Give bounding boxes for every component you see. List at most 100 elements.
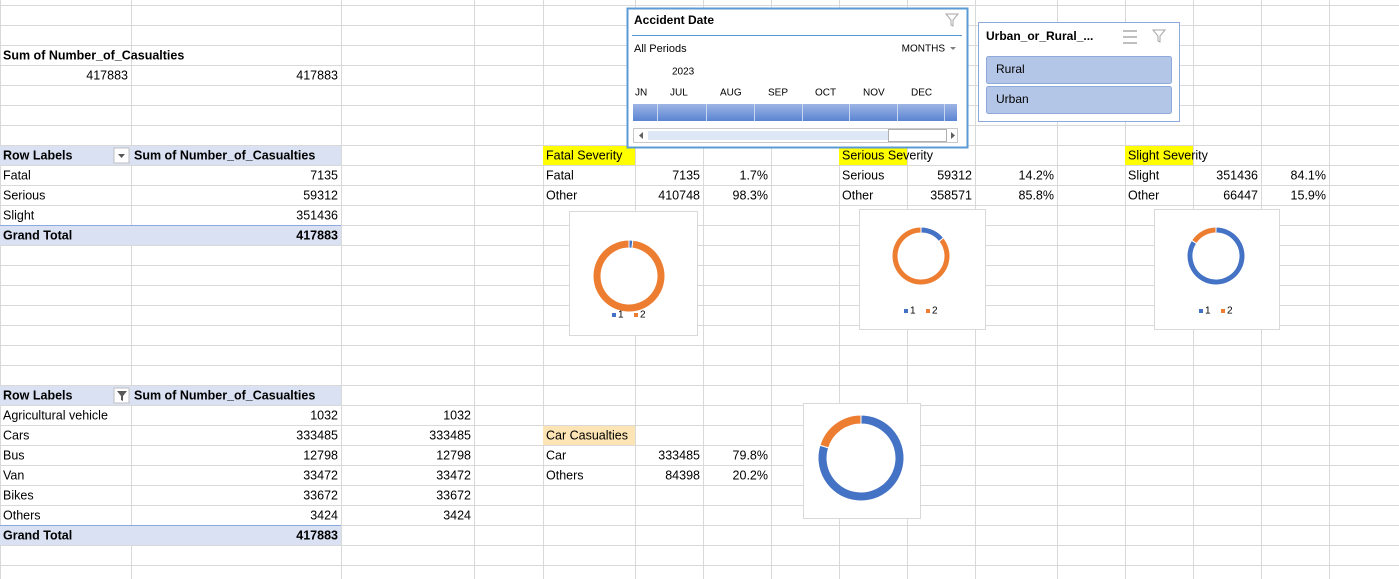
- month-label: JUL: [670, 88, 688, 99]
- total-bg: [0, 526, 341, 545]
- slicer-title: Urban_or_Rural_...: [986, 29, 1093, 43]
- pivot-header: Sum of Number_of_Casualties: [3, 48, 184, 62]
- table-label: Other: [1128, 188, 1159, 202]
- table-label: Other: [546, 188, 577, 202]
- slicer-item-label: Urban: [996, 92, 1029, 106]
- row-value: 33672: [303, 488, 338, 502]
- row-label: Fatal: [3, 168, 31, 182]
- table-label: Car: [546, 448, 566, 462]
- month-label: AUG: [720, 88, 742, 99]
- scroll-thumb[interactable]: [888, 129, 947, 142]
- row-value: 333485: [296, 428, 338, 442]
- row-value: 33472: [303, 468, 338, 482]
- table-label: Serious: [842, 168, 884, 182]
- month-label: NOV: [863, 88, 885, 99]
- row-label: Bikes: [3, 488, 34, 502]
- donut-slice: [1190, 226, 1217, 245]
- table-value: 410748: [658, 188, 700, 202]
- table-value: 7135: [672, 168, 700, 182]
- row-label: Agricultural vehicle: [3, 408, 108, 422]
- multiselect-icon[interactable]: [1123, 30, 1137, 44]
- table-label: Fatal: [546, 168, 574, 182]
- row-label: Van: [3, 468, 24, 482]
- row-label: Serious: [3, 188, 45, 202]
- table-label: Slight: [1128, 168, 1160, 182]
- table-percent: 14.2%: [1019, 168, 1054, 182]
- slicer-item[interactable]: [986, 86, 1172, 114]
- slicer-title: Accident Date: [634, 13, 714, 27]
- row-value: 351436: [296, 208, 338, 222]
- level-label[interactable]: MONTHS: [902, 44, 946, 55]
- copy-value: 3424: [443, 508, 471, 522]
- scroll-right[interactable]: [951, 132, 955, 139]
- table-percent: 85.8%: [1019, 188, 1054, 202]
- title-highlight: [543, 426, 635, 445]
- legend-label: 2: [1227, 306, 1233, 317]
- pivot-header-bg: [0, 386, 341, 405]
- copy-value: 12798: [436, 448, 471, 462]
- pivot-value: 417883: [86, 68, 128, 82]
- row-value: 12798: [303, 448, 338, 462]
- donut-slice: [592, 239, 666, 313]
- pivot-header-bg: [0, 146, 341, 165]
- total-bg: [0, 226, 341, 245]
- legend-label: 2: [640, 310, 646, 321]
- legend-label: 1: [618, 310, 624, 321]
- legend-label: 2: [932, 306, 938, 317]
- legend-swatch: [926, 309, 930, 313]
- total-value: 417883: [296, 528, 338, 542]
- pivot-header: Sum of Number_of_Casualties: [134, 388, 315, 402]
- total-label: Grand Total: [3, 528, 72, 542]
- table-percent: 84.1%: [1291, 168, 1326, 182]
- donut-slice: [819, 414, 862, 449]
- slicer-frame: [626, 7, 969, 149]
- row-label: Slight: [3, 208, 35, 222]
- table-title: Car Casualties: [546, 428, 628, 442]
- table-value: 59312: [937, 168, 972, 182]
- table-label: Others: [546, 468, 584, 482]
- title-highlight: [543, 146, 635, 165]
- copy-value: 33472: [436, 468, 471, 482]
- table-label: Other: [842, 188, 873, 202]
- table-percent: 98.3%: [733, 188, 768, 202]
- legend-label: 1: [1205, 306, 1211, 317]
- month-label: JN: [635, 88, 647, 99]
- legend-swatch: [612, 313, 616, 317]
- pivot-header: Sum of Number_of_Casualties: [134, 148, 315, 162]
- scroll-fill: [648, 131, 888, 140]
- title-highlight: [839, 146, 907, 165]
- slicer-item[interactable]: [986, 56, 1172, 84]
- legend-swatch: [904, 309, 908, 313]
- table-value: 84398: [665, 468, 700, 482]
- pivot-header: Row Labels: [3, 388, 73, 402]
- clear-filter[interactable]: [1151, 29, 1167, 43]
- legend-swatch: [1199, 309, 1203, 313]
- legend-swatch: [1221, 309, 1225, 313]
- level-arrow: [950, 47, 956, 50]
- timeline-bar[interactable]: [633, 104, 957, 121]
- row-value: 3424: [310, 508, 338, 522]
- table-percent: 20.2%: [733, 468, 768, 482]
- dropdown-icon: [118, 154, 125, 158]
- row-label: Bus: [3, 448, 25, 462]
- month-label: SEP: [768, 88, 788, 99]
- pivot-value: 417883: [296, 68, 338, 82]
- table-value: 358571: [930, 188, 972, 202]
- table-value: 66447: [1223, 188, 1258, 202]
- chart-area: [569, 211, 698, 336]
- table-title: Slight Severity: [1128, 148, 1209, 162]
- clear-filter[interactable]: [944, 13, 960, 27]
- month-label: DEC: [911, 88, 932, 99]
- table-value: 351436: [1216, 168, 1258, 182]
- row-label: Cars: [3, 428, 29, 442]
- scroll-left[interactable]: [639, 132, 643, 139]
- row-label: Others: [3, 508, 41, 522]
- row-value: 59312: [303, 188, 338, 202]
- copy-value: 1032: [443, 408, 471, 422]
- filter-icon: [117, 391, 127, 401]
- table-value: 333485: [658, 448, 700, 462]
- slicer-item-label: Rural: [996, 62, 1025, 76]
- row-value: 1032: [310, 408, 338, 422]
